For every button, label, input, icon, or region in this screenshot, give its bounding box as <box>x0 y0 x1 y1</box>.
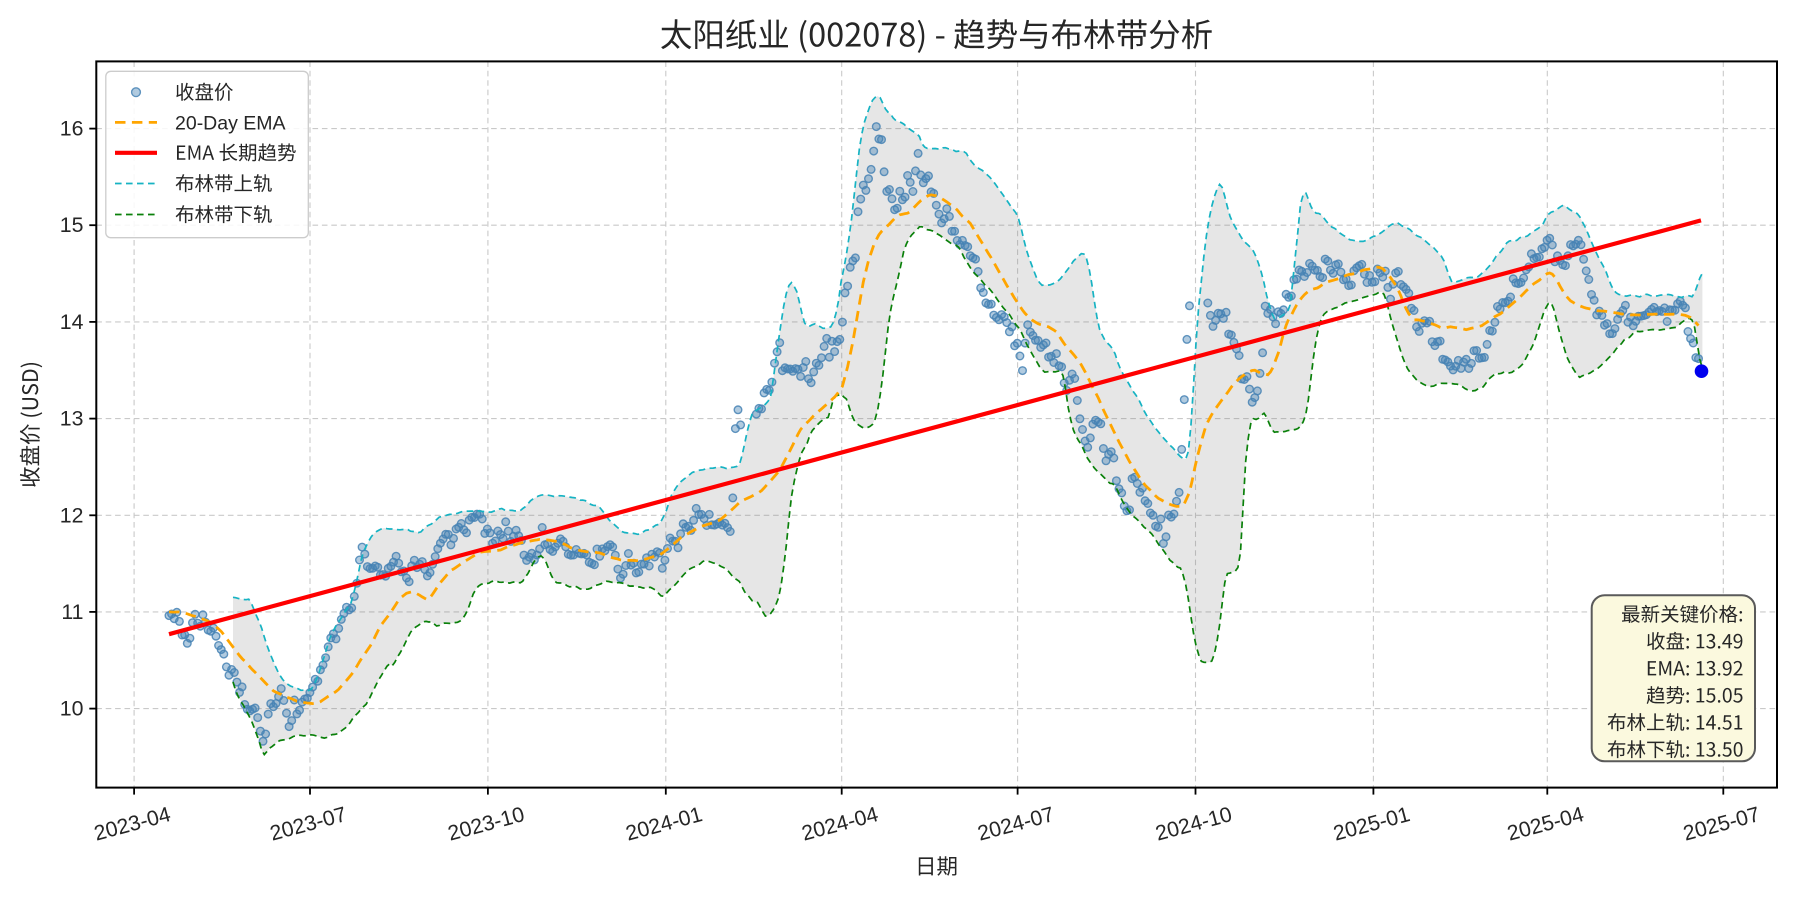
svg-text:12: 12 <box>60 503 84 527</box>
svg-text:13: 13 <box>60 407 84 431</box>
svg-text:15: 15 <box>60 213 84 237</box>
svg-text:14: 14 <box>60 310 84 334</box>
svg-text:16: 16 <box>60 117 84 141</box>
svg-text:11: 11 <box>61 600 83 624</box>
svg-text:20-Day EMA: 20-Day EMA <box>175 112 286 134</box>
svg-text:10: 10 <box>60 697 84 721</box>
